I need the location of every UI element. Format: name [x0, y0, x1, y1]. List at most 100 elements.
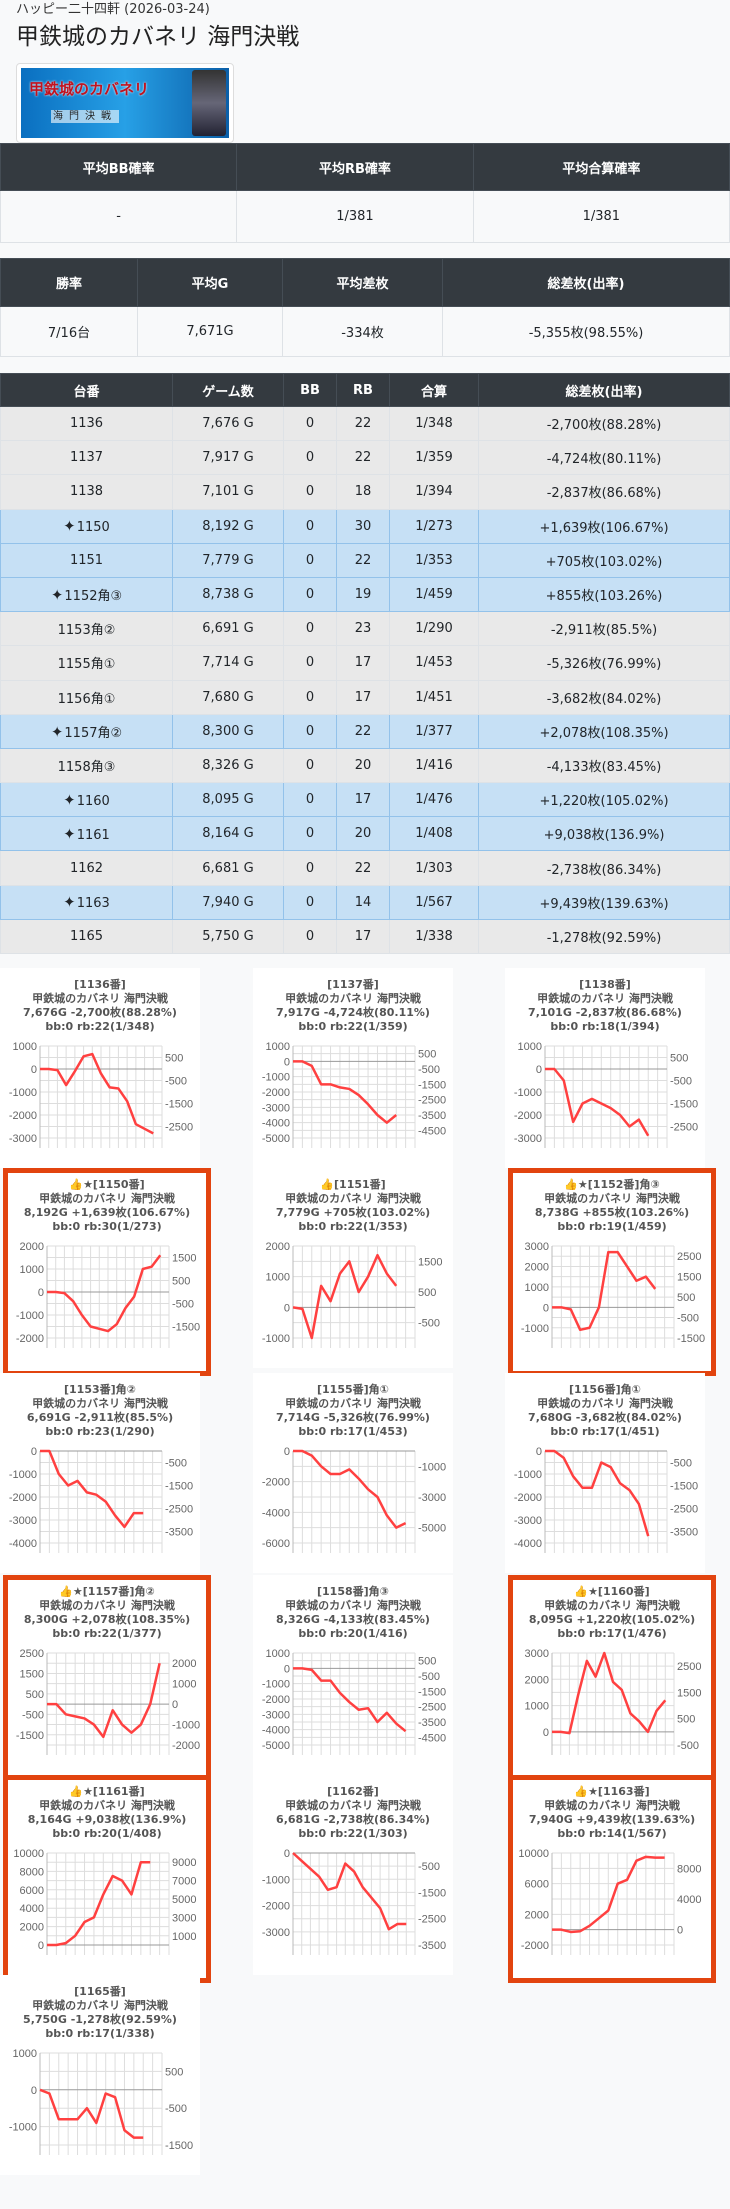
slot-machine-image — [192, 70, 226, 136]
machine-chart-card[interactable]: [1165番] 甲鉄城のカバネリ 海門決戦 5,750G -1,278枚(92.59… — [0, 1975, 200, 2175]
machine-chart-card[interactable]: 👍★[1150番] 甲鉄城のカバネリ 海門決戦 8,192G +1,639枚(106… — [3, 1168, 211, 1376]
cell-total: 1/453 — [389, 645, 479, 681]
cell-text: 1150 — [76, 520, 110, 536]
machine-chart-card[interactable]: [1158番]角③ 甲鉄城のカバネリ 海門決戦 8,326G -4,133枚(83.… — [253, 1575, 453, 1775]
cell-text: 1/290 — [415, 621, 453, 637]
caption-l2: 8,095G +1,220枚(105.02%) — [528, 1613, 696, 1626]
y-tick-label: -500 — [418, 1064, 440, 1076]
cell-text: 1158角③ — [57, 759, 116, 775]
cell-text: 1/416 — [415, 757, 453, 773]
y-tick-label: 9000 — [172, 1857, 196, 1869]
table-row[interactable]: 1153角② 6,691 G 0 23 1/290 -2,911枚(85.5%) — [0, 611, 730, 647]
cell-text: -2,700枚(88.28%) — [546, 418, 662, 434]
cell-total: 1/273 — [389, 508, 479, 544]
machine-chart-card[interactable]: 👍★[1152番]角③ 甲鉄城のカバネリ 海門決戦 8,738G +855枚(103… — [508, 1168, 716, 1376]
y-tick-label: -2500 — [165, 1504, 193, 1516]
chart-caption: [1137番] 甲鉄城のカバネリ 海門決戦 7,917G -4,724枚(80.11… — [253, 978, 453, 1034]
table-row[interactable]: 1137 7,917 G 0 22 1/359 -4,724枚(80.11%) — [0, 440, 730, 476]
table-row[interactable]: ✦1161 8,164 G 0 20 1/408 +9,038枚(136.9%) — [0, 816, 730, 852]
sparkle-icon: ✦ — [63, 790, 76, 809]
machine-chart-card[interactable]: [1138番] 甲鉄城のカバネリ 海門決戦 7,101G -2,837枚(86.68… — [505, 968, 705, 1168]
y-tick-label: 1000 — [172, 1679, 196, 1691]
y-tick-label: 0 — [38, 1940, 44, 1952]
cell-text: 8,738 G — [202, 587, 254, 603]
machine-chart-card[interactable]: [1155番]角① 甲鉄城のカバネリ 海門決戦 7,714G -5,326枚(76.… — [253, 1373, 453, 1573]
y-tick-label: 1000 — [518, 1041, 542, 1053]
table-row[interactable]: ✦1157角② 8,300 G 0 22 1/377 +2,078枚(108.35%) — [0, 713, 730, 749]
caption-l2: 6,691G -2,911枚(85.5%) — [26, 1411, 174, 1424]
cell-text: -2,837枚(86.68%) — [546, 486, 662, 502]
y-tick-label: -3000 — [262, 1709, 290, 1721]
y-tick-label: -2500 — [418, 1914, 446, 1926]
table-row[interactable]: 1158角③ 8,326 G 0 20 1/416 -4,133枚(83.45%) — [0, 747, 730, 784]
table-row[interactable]: 1151 7,779 G 0 22 1/353 +705枚(103.02%) — [0, 542, 730, 578]
cell-bb: 0 — [283, 679, 337, 715]
machine-chart-card[interactable]: 👍★[1160番] 甲鉄城のカバネリ 海門決戦 8,095G +1,220枚(105… — [508, 1575, 716, 1783]
cell-no: ✦1160 — [0, 782, 173, 818]
y-tick-label: -1000 — [262, 1333, 290, 1345]
table-row[interactable]: ✦1163 7,940 G 0 14 1/567 +9,439枚(139.63%) — [0, 884, 730, 920]
y-tick-label: -2000 — [262, 1477, 290, 1489]
machine-chart-card[interactable]: [1136番] 甲鉄城のカバネリ 海門決戦 7,676G -2,700枚(88.28… — [0, 968, 200, 1168]
table-row[interactable]: 1136 7,676 G 0 22 1/348 -2,700枚(88.28%) — [0, 405, 730, 442]
machine-chart-card[interactable]: [1137番] 甲鉄城のカバネリ 海門決戦 7,917G -4,724枚(80.11… — [253, 968, 453, 1168]
cell-rb: 14 — [336, 884, 390, 920]
table-row[interactable]: ✦1160 8,095 G 0 17 1/476 +1,220枚(105.02%) — [0, 782, 730, 818]
table-row[interactable]: ✦1152角③ 8,738 G 0 19 1/459 +855枚(103.26%) — [0, 576, 730, 613]
machine-chart-card[interactable]: [1153番]角② 甲鉄城のカバネリ 海門決戦 6,691G -2,911枚(85.… — [0, 1373, 200, 1573]
y-tick-label: 2000 — [20, 1922, 44, 1934]
table-row[interactable]: 1155角① 7,714 G 0 17 1/453 -5,326枚(76.99%) — [0, 645, 730, 681]
machine-chart-card[interactable]: 👍★[1163番] 甲鉄城のカバネリ 海門決戦 7,940G +9,439枚(139… — [508, 1775, 716, 1983]
cell-text: 6,681 G — [202, 860, 254, 876]
data-line — [545, 1067, 650, 1137]
y-tick-label: -1500 — [165, 2140, 193, 2152]
machine-chart-card[interactable]: 👍★[1161番] 甲鉄城のカバネリ 海門決戦 8,164G +9,038枚(136… — [3, 1775, 211, 1983]
cell-no: 1151 — [0, 542, 173, 578]
cell-bb: 0 — [283, 645, 337, 681]
line-chart: 0 -500 -1000 -1500 -2000 -2500 -3000 -3500 — [262, 1848, 446, 1955]
line-chart: 1000 500 0 -500 -1000 -1500 — [9, 2048, 193, 2155]
chart-caption: [1158番]角③ 甲鉄城のカバネリ 海門決戦 8,326G -4,133枚(83.… — [253, 1585, 453, 1641]
line-chart: 0 -500 -1000 -1500 -2000 -2500 -3000 -3500 -4000 — [514, 1446, 698, 1553]
caption-title: 👍★[1152番]角③ — [564, 1178, 660, 1191]
cell-total: 1/303 — [389, 850, 479, 886]
y-tick-label: -3000 — [9, 1133, 37, 1145]
machine-chart-card[interactable]: 👍★[1157番]角② 甲鉄城のカバネリ 海門決戦 8,300G +2,078枚(1… — [3, 1575, 211, 1783]
cell-text: +1,639枚(106.67%) — [539, 520, 669, 536]
cell-total: 1/451 — [389, 679, 479, 715]
y-tick-label: 0 — [284, 1663, 290, 1675]
header-cell: 総差枚(出率) — [442, 258, 730, 307]
header-cell: 平均G — [137, 258, 283, 307]
machine-chart-card[interactable]: 👍[1151番] 甲鉄城のカバネリ 海門決戦 7,779G +705枚(103.02… — [253, 1168, 453, 1368]
cell-g: 8,095 G — [172, 782, 284, 818]
table-row[interactable]: 1165 5,750 G 0 17 1/338 -1,278枚(92.59%) — [0, 918, 730, 955]
caption-l3: bb:0 rb:20(1/416) — [298, 1627, 408, 1640]
table-row[interactable]: 1138 7,101 G 0 18 1/394 -2,837枚(86.68%) — [0, 474, 730, 510]
y-tick-label: -3500 — [670, 1527, 698, 1539]
cell-no: 1136 — [0, 405, 173, 442]
caption-l2: 7,680G -3,682枚(84.02%) — [528, 1411, 682, 1424]
line-chart: 2000 1500 1000 500 0 -500 -1000 -1500 -2000 — [16, 1241, 200, 1348]
sparkle-icon: ✦ — [63, 517, 76, 536]
table-row[interactable]: ✦1150 8,192 G 0 30 1/273 +1,639枚(106.67%) — [0, 508, 730, 544]
machine-chart-card[interactable]: [1162番] 甲鉄城のカバネリ 海門決戦 6,681G -2,738枚(86.34… — [253, 1775, 453, 1975]
table-row[interactable]: 1162 6,681 G 0 22 1/303 -2,738枚(86.34%) — [0, 850, 730, 886]
cell-no: 1137 — [0, 440, 173, 476]
machine-chart-card[interactable]: [1156番]角① 甲鉄城のカバネリ 海門決戦 7,680G -3,682枚(84.… — [505, 1373, 705, 1573]
caption-title: [1165番] — [74, 1985, 126, 1998]
y-tick-label: 4000 — [20, 1903, 44, 1915]
cell-diff: +1,639枚(106.67%) — [478, 508, 730, 544]
cell-text: 1160 — [76, 793, 110, 809]
cell-text: 22 — [354, 552, 372, 568]
page-title: 甲鉄城のカバネリ 海門決戦 — [16, 24, 300, 50]
cell-text: -4,724枚(80.11%) — [546, 452, 662, 468]
table-row[interactable]: 1156角① 7,680 G 0 17 1/451 -3,682枚(84.02%) — [0, 679, 730, 715]
cell-total: 1/459 — [389, 576, 479, 613]
y-tick-label: 1500 — [677, 1272, 701, 1284]
y-tick-label: -3500 — [165, 1527, 193, 1539]
y-tick-label: 2500 — [20, 1648, 44, 1660]
cell-rb: 20 — [336, 747, 390, 784]
caption-title: 👍★[1161番] — [69, 1785, 145, 1798]
y-tick-label: -2000 — [9, 1110, 37, 1122]
caption-title: [1155番]角① — [317, 1383, 389, 1396]
